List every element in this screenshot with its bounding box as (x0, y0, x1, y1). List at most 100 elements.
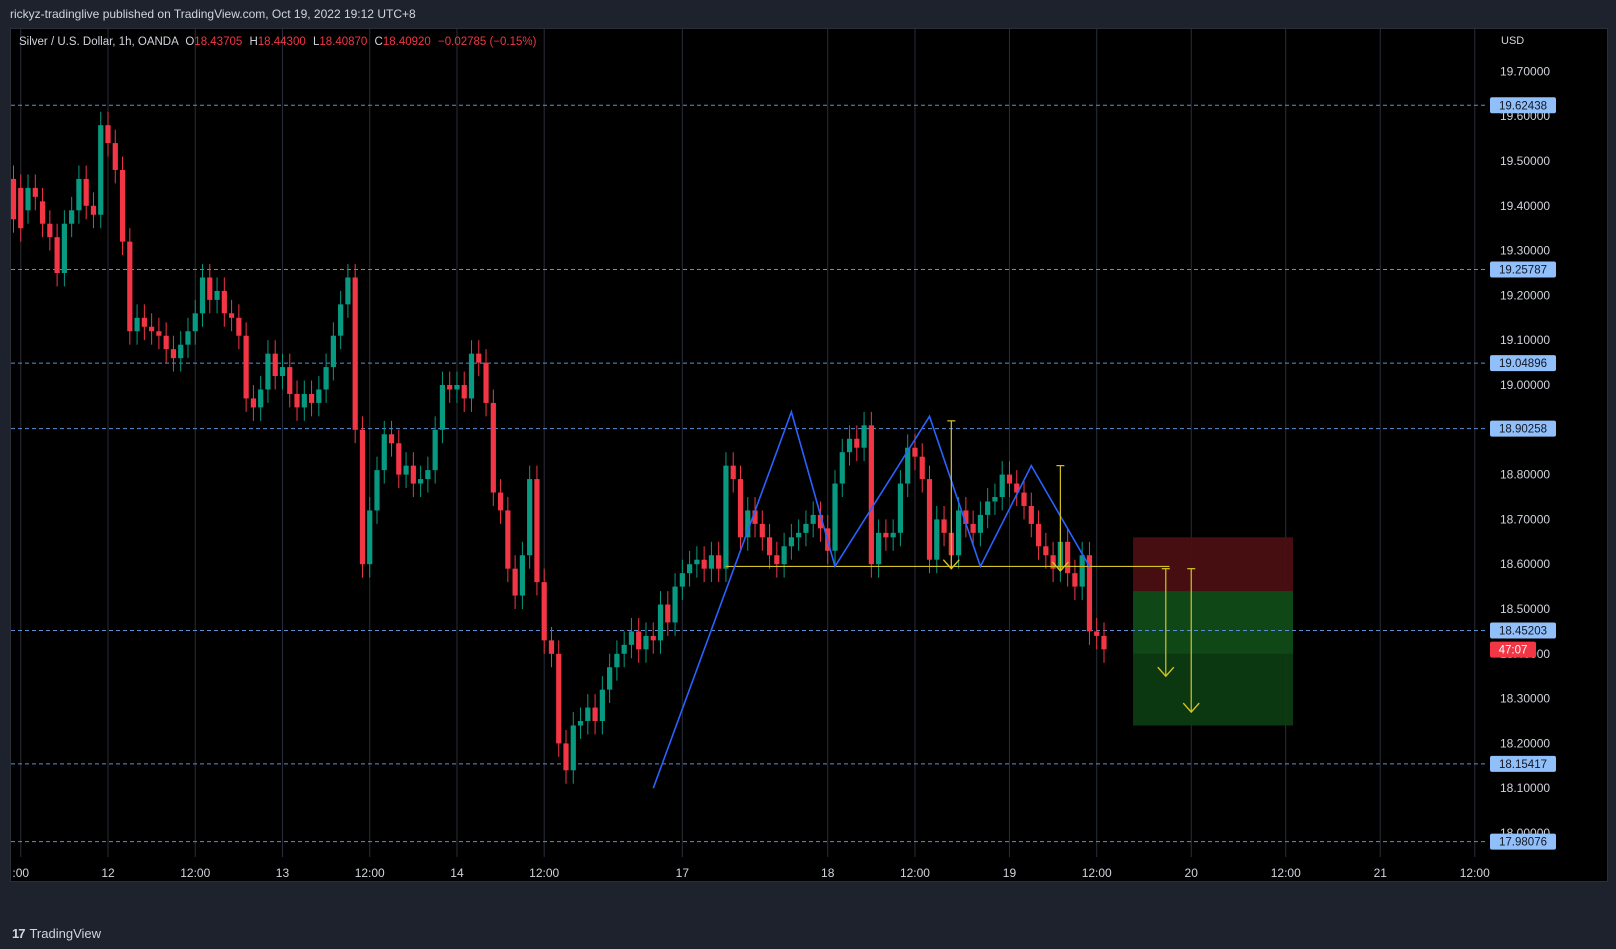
x-tick-label: :00 (12, 866, 29, 880)
candle-down (483, 362, 489, 403)
candle-down (388, 434, 395, 444)
candle-up (890, 532, 896, 538)
candle-up (214, 290, 220, 300)
x-tick-label: 12:00 (1271, 866, 1301, 880)
candle-up (955, 510, 962, 556)
x-tick-label: 19 (1003, 866, 1017, 880)
price-level-tag-text: 19.62438 (1499, 100, 1547, 112)
candle-down (170, 349, 177, 359)
candle-down (592, 707, 598, 721)
y-tick-label: 19.10000 (1500, 333, 1550, 347)
candle-down (207, 277, 213, 300)
candle-down (1014, 483, 1020, 493)
candle-down (497, 492, 504, 511)
candle-up (999, 474, 1005, 497)
candle-up (839, 452, 845, 484)
ohlc-legend: Silver / U.S. Dollar, 1h, OANDA O18.4370… (19, 36, 536, 48)
candle-up (265, 353, 271, 390)
candle-up (803, 523, 809, 533)
x-tick-label: 13 (276, 866, 290, 880)
candle-up (301, 393, 307, 408)
candle-down (556, 653, 562, 744)
candle-up (607, 667, 613, 690)
chart-panel[interactable]: Silver / U.S. Dollar, 1h, OANDA O18.4370… (10, 28, 1608, 882)
y-tick-label: 19.70000 (1500, 64, 1550, 78)
candle-down (563, 743, 569, 771)
price-level-tag-text: 19.04896 (1499, 358, 1547, 370)
x-tick-label: 20 (1185, 866, 1199, 880)
x-tick-label: 12 (101, 866, 115, 880)
candle-up (810, 514, 816, 524)
candle-up (694, 559, 700, 565)
candle-down (1028, 505, 1034, 524)
high-value: 18.44300 (257, 36, 306, 48)
candle-up (687, 564, 693, 574)
high-key: H (249, 36, 258, 48)
candles (11, 111, 1107, 784)
price-chart-svg[interactable]: :00 12 12:00 13 12:00 14 12:00 17 18 12:00 19 12:00… (11, 29, 1607, 881)
candle-down (396, 443, 402, 475)
candle-up (781, 546, 787, 565)
brand-label: TradingView (29, 926, 102, 941)
candle-up (323, 367, 329, 390)
pattern-drawings (652, 409, 1200, 789)
candle-up (381, 434, 387, 471)
candle-up (374, 470, 380, 511)
current-price-tag-text: 47:07 (1499, 645, 1528, 657)
candle-down (476, 353, 482, 363)
y-tick-label: 18.10000 (1500, 781, 1550, 795)
projection-arrow-head (1051, 561, 1069, 572)
candle-down (1065, 541, 1071, 574)
candle-up (643, 635, 649, 650)
x-tick-label: 12:00 (355, 866, 385, 880)
candle-down (1035, 523, 1042, 547)
y-tick-label: 19.40000 (1500, 199, 1550, 213)
candle-up (192, 313, 198, 332)
publisher-text: rickyz-tradinglive published on TradingV… (10, 7, 416, 21)
candle-down (868, 425, 874, 565)
horizontal-levels (11, 104, 1487, 843)
x-tick-label: 21 (1374, 866, 1388, 880)
candle-up (905, 447, 911, 484)
close-key: C (374, 36, 383, 48)
candle-up (345, 277, 351, 305)
x-tick-label: 12:00 (180, 866, 210, 880)
y-tick-label: 19.30000 (1500, 244, 1550, 258)
candle-up (76, 178, 82, 211)
symbol-label[interactable]: Silver / U.S. Dollar, 1h, OANDA (19, 36, 179, 48)
candle-down (410, 465, 416, 484)
candle-up (367, 510, 373, 565)
candle-up (614, 653, 620, 668)
candle-down (1043, 546, 1049, 556)
y-tick-label: 18.70000 (1500, 512, 1550, 526)
candle-down (461, 385, 467, 399)
candle-up (977, 514, 983, 533)
candle-down (490, 402, 496, 493)
candle-down (352, 277, 358, 430)
candle-down (141, 317, 147, 327)
x-tick-label: 12:00 (1460, 866, 1490, 880)
candle-down (505, 510, 511, 569)
candle-down (665, 604, 671, 623)
price-level-tag (1490, 97, 1556, 114)
candle-down (759, 523, 765, 538)
brand[interactable]: 17 TradingView (12, 926, 101, 941)
candle-up (338, 304, 344, 336)
grid-lines (20, 29, 1476, 857)
price-level-tag-text: 17.98076 (1499, 837, 1547, 849)
candle-up (279, 367, 286, 377)
candle-down (730, 465, 736, 480)
y-tick-label: 18.30000 (1500, 692, 1550, 706)
price-level-tag-text: 18.45203 (1499, 625, 1547, 637)
price-level-tag (1490, 622, 1556, 639)
candle-down (548, 640, 555, 654)
price-level-tag-text: 19.25787 (1499, 264, 1547, 276)
candle-down (941, 519, 947, 533)
candle-down (243, 335, 249, 399)
candle-down (32, 187, 38, 197)
x-tick-label: 14 (450, 866, 464, 880)
candle-up (861, 425, 867, 448)
candle-down (18, 187, 24, 229)
candle-up (185, 331, 191, 345)
candle-up (25, 187, 31, 211)
